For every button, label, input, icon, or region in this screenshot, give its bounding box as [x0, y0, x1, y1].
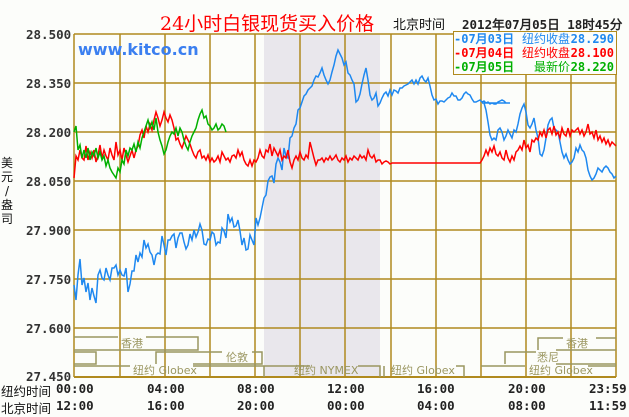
- x-tick-ny: 16:00: [417, 381, 455, 396]
- legend-item-0704: -07月04日 纽约收盘 28.100: [454, 46, 614, 60]
- x-axis-bj-label: 北京时间: [1, 401, 52, 416]
- session-label-london: 伦敦: [226, 351, 248, 364]
- x-tick-ny: 20:00: [508, 381, 546, 396]
- x-tick-bj: 11:59: [589, 398, 627, 413]
- legend-item-0705: -07月05日 最新价 28.220: [454, 60, 614, 74]
- x-tick-bj: 20:00: [237, 398, 275, 413]
- y-tick: 28.050: [26, 174, 72, 189]
- y-axis-unit: 美 元 / 盎 司: [0, 156, 13, 226]
- y-tick: 28.200: [26, 125, 72, 140]
- x-tick-ny: 00:00: [56, 381, 94, 396]
- series-0705-line: [73, 107, 227, 180]
- y-tick: 27.600: [26, 321, 72, 336]
- legend: -07月03日 纽约收盘 28.290 -07月04日 纽约收盘 28.100 …: [453, 31, 617, 75]
- x-tick-bj: 16:00: [147, 398, 185, 413]
- y-tick: 27.750: [26, 272, 72, 287]
- session-bars: [74, 336, 616, 377]
- session-label-hongkong: 香港: [121, 337, 143, 350]
- timestamp: 2012年07月05日 18时45分: [462, 17, 623, 32]
- grid-vertical: [73, 34, 617, 377]
- x-tick-bj: 12:00: [56, 398, 94, 413]
- watermark: www.kitco.cn: [78, 40, 199, 59]
- session-label-nymex: 纽约 NYMEX: [294, 364, 359, 377]
- session-label-globex: 纽约 Globex: [529, 364, 593, 377]
- nymex-shade: [264, 34, 380, 377]
- x-axis-ny-label: 纽约时间: [1, 384, 52, 399]
- session-label-globex: 纽约 Globex: [133, 364, 197, 377]
- y-tick: 28.500: [26, 27, 72, 42]
- x-tick-bj: 04:00: [417, 398, 455, 413]
- x-tick-bj: 08:00: [508, 398, 546, 413]
- y-tick: 28.350: [26, 76, 72, 91]
- timezone-label: 北京时间: [393, 18, 446, 33]
- session-label-sydney: 悉尼: [537, 351, 559, 364]
- series-0703-line: [73, 48, 617, 304]
- session-label-hongkong: 香港: [566, 337, 588, 350]
- session-label-globex: 纽约 Globex: [391, 364, 455, 377]
- x-tick-ny: 23:59: [589, 381, 627, 396]
- y-tick: 27.450: [26, 369, 72, 384]
- y-tick: 27.900: [26, 223, 72, 238]
- x-tick-ny: 08:00: [237, 381, 275, 396]
- x-tick-bj: 00:00: [327, 398, 365, 413]
- x-tick-ny: 12:00: [327, 381, 365, 396]
- chart-title: 24小时白银现货买入价格: [160, 13, 375, 35]
- legend-item-0703: -07月03日 纽约收盘 28.290: [454, 32, 614, 46]
- x-tick-ny: 04:00: [147, 381, 185, 396]
